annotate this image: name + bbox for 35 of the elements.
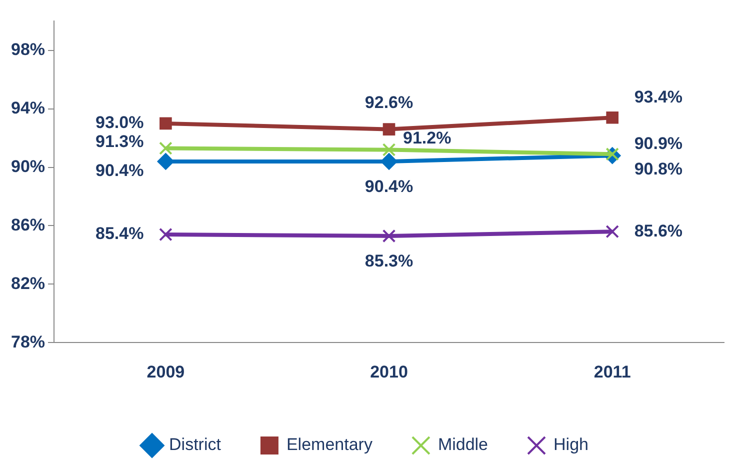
text: 90.9% bbox=[634, 134, 683, 153]
point bbox=[382, 123, 396, 136]
y-tick-label: 86% bbox=[10, 215, 46, 234]
point bbox=[382, 229, 396, 243]
legend-label: District bbox=[169, 435, 222, 454]
point bbox=[606, 111, 618, 124]
y-tick-label: 98% bbox=[10, 40, 46, 60]
y-tick-label: 82% bbox=[10, 274, 46, 293]
point bbox=[606, 224, 619, 238]
y-tick-label: 94% bbox=[10, 98, 46, 118]
text: 85.6% bbox=[634, 221, 683, 240]
legend-label: Middle bbox=[438, 435, 488, 454]
text: 85.3% bbox=[364, 252, 414, 271]
point bbox=[382, 143, 396, 156]
text: 91.3% bbox=[95, 132, 144, 151]
point bbox=[160, 117, 172, 130]
legend-label: Elementary bbox=[286, 435, 373, 454]
point bbox=[157, 152, 174, 170]
x-tick-label: 2009 bbox=[146, 362, 185, 382]
text: 90.4% bbox=[364, 177, 414, 196]
x-tick-label: 2010 bbox=[370, 362, 408, 382]
text: 92.6% bbox=[364, 92, 414, 112]
x-tick-label: 2011 bbox=[594, 362, 631, 382]
point bbox=[159, 142, 172, 155]
legend-label: High bbox=[554, 435, 588, 454]
text: 93.0% bbox=[95, 113, 144, 132]
text: 85.4% bbox=[95, 224, 144, 244]
text: 90.8% bbox=[634, 159, 683, 178]
text: 90.4% bbox=[95, 161, 144, 180]
y-tick-label: 78% bbox=[10, 332, 46, 352]
text: 93.4% bbox=[634, 87, 683, 106]
point bbox=[159, 228, 172, 242]
y-tick-label: 90% bbox=[10, 156, 46, 176]
point bbox=[380, 152, 398, 170]
text: 91.2% bbox=[403, 128, 452, 148]
